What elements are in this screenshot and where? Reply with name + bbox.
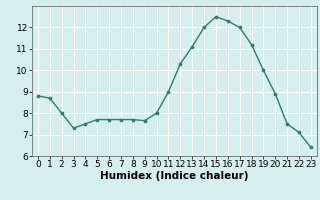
- X-axis label: Humidex (Indice chaleur): Humidex (Indice chaleur): [100, 171, 249, 181]
